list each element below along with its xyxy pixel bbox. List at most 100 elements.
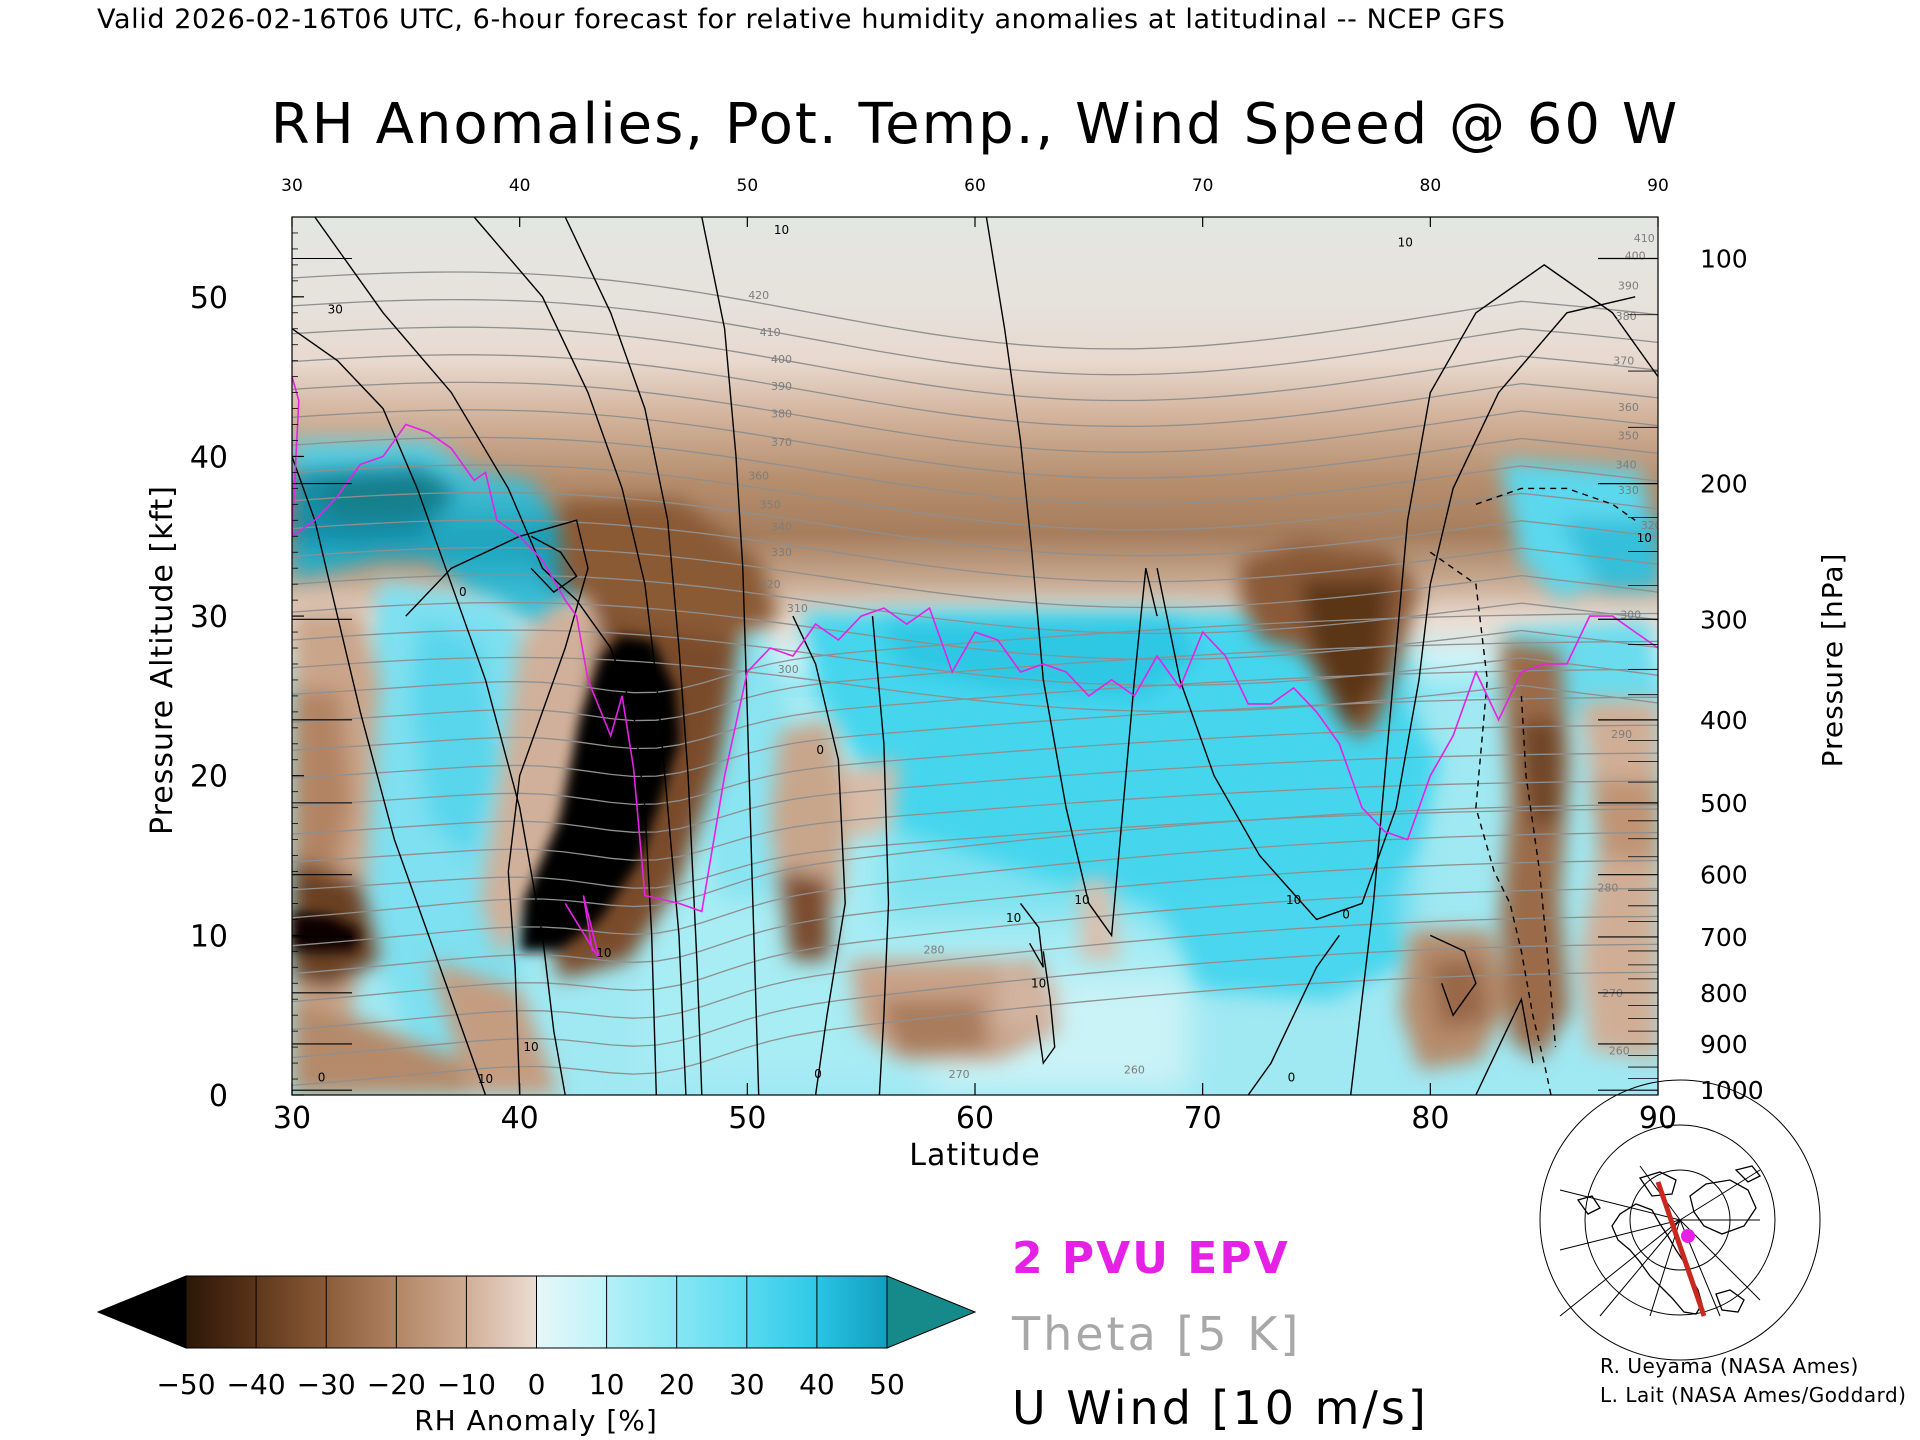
- legend-wind: U Wind [10 m/s]: [1012, 1381, 1429, 1435]
- colorbar-segment: [186, 1276, 257, 1348]
- wind-label: 10: [478, 1072, 493, 1086]
- wind-contour-negative: [1520, 695, 1557, 1048]
- theta-label: 410: [1634, 232, 1655, 245]
- theta-contour: [292, 859, 1658, 975]
- colorbar-tick-label: −40: [227, 1368, 286, 1401]
- theta-contour: [292, 464, 1658, 531]
- wind-label: 0: [816, 743, 824, 757]
- theta-label: 360: [748, 470, 769, 483]
- theta-label: 310: [787, 602, 808, 615]
- colorbar-segment: [606, 1276, 677, 1348]
- x-tick-label: 30: [273, 1101, 311, 1136]
- theta-label: 300: [778, 663, 799, 676]
- epv-2pvu-line: [292, 376, 1658, 913]
- legend-theta: Theta [5 K]: [1011, 1307, 1301, 1361]
- wind-label: 10: [1031, 976, 1046, 990]
- wind-contour: [473, 217, 687, 1095]
- theta-label: 420: [748, 289, 769, 302]
- theta-contour: [292, 326, 1658, 402]
- wind-label: 0: [318, 1070, 326, 1084]
- wind-label: 10: [1398, 236, 1413, 250]
- wind-contour-negative: [1475, 487, 1636, 521]
- y-tick-label: 20: [190, 760, 228, 795]
- theta-contour: [292, 491, 1658, 557]
- wind-label: 0: [814, 1067, 822, 1081]
- theta-label: 320: [1641, 519, 1662, 532]
- pressure-tick-label: 400: [1700, 706, 1748, 735]
- colorbar-segment: [326, 1276, 397, 1348]
- theta-label: 390: [771, 380, 792, 393]
- x-top-tick-label: 40: [509, 176, 531, 196]
- colorbar-tick-label: 10: [589, 1368, 625, 1401]
- colorbar-label: RH Anomaly [%]: [414, 1404, 658, 1437]
- theta-label: 300: [1620, 609, 1641, 622]
- colorbar-segment: [746, 1276, 817, 1348]
- wind-contour: [1350, 264, 1658, 1095]
- theta-contour: [292, 971, 1658, 1087]
- cross-section-locator-map-icon: [1539, 1079, 1821, 1361]
- colorbar-tick-label: −10: [437, 1368, 496, 1401]
- x-top-tick-label: 60: [964, 176, 986, 196]
- wind-contour: [564, 217, 703, 1095]
- pressure-tick-label: 300: [1700, 605, 1748, 634]
- theta-label: 380: [771, 407, 792, 420]
- wind-contour: [701, 217, 760, 1095]
- y-axis-left-label: Pressure Altitude [kft]: [145, 485, 180, 835]
- theta-label: 270: [949, 1068, 970, 1081]
- wind-contour: [530, 535, 578, 594]
- wind-label: 10: [1286, 893, 1301, 907]
- theta-contour: [292, 640, 1658, 723]
- theta-label: 400: [1625, 249, 1646, 262]
- theta-contour: [292, 804, 1658, 919]
- theta-label: 330: [771, 546, 792, 559]
- theta-contour: [292, 381, 1658, 453]
- colorbar-ticks: −50 −40 −30 −20 −10 0 10 20 30 40 50: [156, 1368, 904, 1401]
- theta-label: 350: [1618, 430, 1639, 443]
- colorbar-tick-label: 20: [659, 1368, 695, 1401]
- theta-contour: [292, 409, 1658, 479]
- x-top-tick-label: 30: [281, 176, 303, 196]
- colorbar-tick-label: 0: [528, 1368, 546, 1401]
- wind-label: 10: [523, 1040, 538, 1054]
- colorbar-extend-high: [886, 1275, 977, 1349]
- x-axis-top: 30 40 50 60 70 80 90: [281, 176, 1669, 227]
- theta-contour: [292, 724, 1658, 807]
- credit-line-1: R. Ueyama (NASA Ames): [1600, 1354, 1859, 1378]
- colorbar-segment: [396, 1276, 467, 1348]
- x-top-tick-label: 70: [1192, 176, 1214, 196]
- chart-title: RH Anomalies, Pot. Temp., Wind Speed @ 6…: [271, 92, 1679, 157]
- colorbar-segment: [536, 1276, 607, 1348]
- pressure-tick-label: 200: [1700, 470, 1748, 499]
- wind-label: 10: [1074, 893, 1089, 907]
- x-axis-label: Latitude: [909, 1138, 1040, 1173]
- wind-contour: [405, 519, 589, 1095]
- wind-label: 10: [596, 946, 611, 960]
- x-tick-label: 80: [1411, 1101, 1449, 1136]
- theta-contour: [292, 696, 1658, 779]
- theta-label: 410: [760, 326, 781, 339]
- theta-label: 350: [760, 498, 781, 511]
- x-tick-label: 50: [728, 1101, 766, 1136]
- wind-label: 10: [1637, 531, 1652, 545]
- pressure-tick-label: 700: [1700, 923, 1748, 952]
- wind-label: 30: [328, 303, 343, 317]
- theta-contour: [292, 808, 1658, 891]
- y-tick-label: 30: [190, 600, 228, 635]
- wind-contour: [871, 616, 890, 1095]
- wind-contour: [985, 217, 1158, 938]
- colorbar-segment: [466, 1276, 537, 1348]
- theta-contour: [292, 831, 1658, 947]
- colorbar-tick-label: −50: [156, 1368, 215, 1401]
- theta-label: 260: [1609, 1044, 1630, 1057]
- theta-label: 390: [1618, 280, 1639, 293]
- cross-section-marker: [1681, 1229, 1695, 1243]
- legend-epv: 2 PVU EPV: [1012, 1233, 1290, 1284]
- wind-contour: [314, 217, 657, 1095]
- colorbar-segment: [816, 1276, 887, 1348]
- y-tick-label: 50: [190, 281, 228, 316]
- colorbar-segment: [676, 1276, 747, 1348]
- wind-contour-negative: [1429, 551, 1552, 1095]
